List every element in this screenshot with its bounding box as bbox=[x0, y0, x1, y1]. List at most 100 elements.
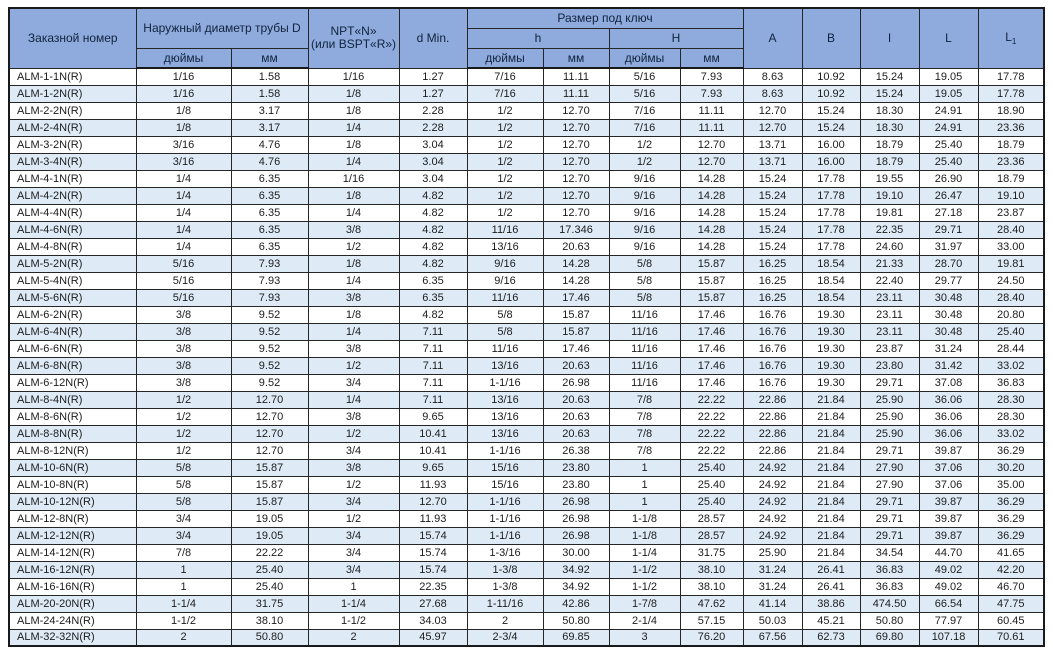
dimension-value-cell: 26.41 bbox=[801, 560, 861, 579]
dimension-value-cell: 29.71 bbox=[859, 441, 920, 460]
dimension-value-cell: 31.24 bbox=[742, 577, 803, 596]
dimension-value-cell: 4.82 bbox=[398, 254, 468, 273]
dimension-value-cell: 1/4 bbox=[307, 152, 400, 171]
dimension-value-cell: 1/2 bbox=[466, 203, 544, 222]
dimension-value-cell: 12.70 bbox=[542, 101, 610, 120]
table-row: ALM-3-4N(R) 3/16 4.76 1/4 3.04 1/2 12.70 1/2 12.… bbox=[8, 152, 1045, 171]
dimension-value-cell: 12.70 bbox=[542, 169, 610, 188]
dimension-value-cell: 1/16 bbox=[135, 84, 232, 103]
dimension-value-cell: 16.25 bbox=[742, 254, 803, 273]
header-col-l: L bbox=[918, 7, 979, 69]
dimension-value-cell: 13/16 bbox=[466, 424, 544, 443]
dimension-value-cell: 1 bbox=[608, 475, 681, 494]
order-number-cell: ALM-3-4N(R) bbox=[8, 152, 137, 171]
dimension-value-cell: 7/8 bbox=[608, 441, 681, 460]
dimension-value-cell: 22.22 bbox=[230, 543, 309, 562]
dimension-value-cell: 26.90 bbox=[918, 169, 979, 188]
dimension-value-cell: 1/4 bbox=[307, 390, 400, 409]
dimension-value-cell: 77.97 bbox=[918, 611, 979, 630]
dimension-value-cell: 19.30 bbox=[801, 373, 861, 392]
dimension-value-cell: 5/16 bbox=[608, 67, 681, 86]
dimension-value-cell: 8.63 bbox=[742, 84, 803, 103]
dimension-value-cell: 15.87 bbox=[542, 322, 610, 341]
dimension-value-cell: 19.30 bbox=[801, 305, 861, 324]
dimension-value-cell: 9/16 bbox=[466, 254, 544, 273]
dimension-value-cell: 38.10 bbox=[230, 611, 309, 630]
dimension-value-cell: 11.11 bbox=[679, 118, 744, 137]
dimension-value-cell: 31.97 bbox=[918, 237, 979, 256]
dimension-value-cell: 2.28 bbox=[398, 118, 468, 137]
dimension-value-cell: 9.52 bbox=[230, 356, 309, 375]
dimension-value-cell: 27.68 bbox=[398, 594, 468, 613]
table-row: ALM-8-8N(R) 1/2 12.70 1/2 10.41 13/16 20.63 7/8… bbox=[8, 424, 1045, 443]
table-row: ALM-20-20N(R) 1-1/4 31.75 1-1/4 27.68 1-11/16… bbox=[8, 594, 1045, 613]
dimension-value-cell: 4.82 bbox=[398, 305, 468, 324]
dimension-value-cell: 3.04 bbox=[398, 152, 468, 171]
dimension-value-cell: 36.06 bbox=[918, 424, 979, 443]
dimension-value-cell: 24.92 bbox=[742, 475, 803, 494]
dimension-value-cell: 6.35 bbox=[398, 271, 468, 290]
dimension-value-cell: 3.04 bbox=[398, 135, 468, 154]
dimension-value-cell: 18.54 bbox=[801, 254, 861, 273]
dimension-value-cell: 33.02 bbox=[977, 424, 1045, 443]
dimension-value-cell: 15.24 bbox=[859, 67, 920, 86]
dimension-value-cell: 44.70 bbox=[918, 543, 979, 562]
dimension-value-cell: 22.22 bbox=[679, 424, 744, 443]
header-order-number: Заказной номер bbox=[8, 7, 137, 69]
dimension-value-cell: 1-1/2 bbox=[307, 611, 400, 630]
dimension-value-cell: 6.35 bbox=[398, 288, 468, 307]
dimension-value-cell: 7.11 bbox=[398, 390, 468, 409]
dimension-value-cell: 30.00 bbox=[542, 543, 610, 562]
dimension-value-cell: 5/8 bbox=[608, 254, 681, 273]
dimension-value-cell: 1/8 bbox=[307, 135, 400, 154]
dimension-value-cell: 1/16 bbox=[135, 67, 232, 86]
dimension-value-cell: 17.78 bbox=[801, 169, 861, 188]
dimension-value-cell: 1/2 bbox=[307, 424, 400, 443]
dimension-value-cell: 36.29 bbox=[977, 526, 1045, 545]
dimension-value-cell: 3.17 bbox=[230, 118, 309, 137]
table-header: Заказной номер Наружный диаметр трубы D … bbox=[8, 7, 1045, 69]
dimension-value-cell: 29.71 bbox=[859, 526, 920, 545]
dimension-value-cell: 15.87 bbox=[679, 254, 744, 273]
dimension-value-cell: 1.58 bbox=[230, 84, 309, 103]
dimension-value-cell: 3/8 bbox=[307, 458, 400, 477]
dimension-value-cell: 21.84 bbox=[801, 441, 861, 460]
order-number-cell: ALM-1-2N(R) bbox=[8, 84, 137, 103]
dimension-value-cell: 23.80 bbox=[542, 475, 610, 494]
dimension-value-cell: 38.10 bbox=[679, 577, 744, 596]
dimension-value-cell: 1-7/8 bbox=[608, 594, 681, 613]
dimension-value-cell: 31.75 bbox=[230, 594, 309, 613]
header-h-upper: H bbox=[608, 27, 744, 49]
header-npt-line1: NPT«N» bbox=[330, 24, 377, 39]
dimension-value-cell: 1/4 bbox=[135, 186, 232, 205]
order-number-cell: ALM-10-12N(R) bbox=[8, 492, 137, 511]
dimension-value-cell: 1-1/16 bbox=[466, 526, 544, 545]
dimension-value-cell: 6.35 bbox=[230, 220, 309, 239]
dimension-value-cell: 27.18 bbox=[918, 203, 979, 222]
table-row: ALM-6-4N(R) 3/8 9.52 1/4 7.11 5/8 15.87 11/16 17… bbox=[8, 322, 1045, 341]
table-row: ALM-8-4N(R) 1/2 12.70 1/4 7.11 13/16 20.63 7/8 2… bbox=[8, 390, 1045, 409]
dimension-value-cell: 24.92 bbox=[742, 526, 803, 545]
dimension-value-cell: 14.28 bbox=[679, 186, 744, 205]
dimension-value-cell: 46.70 bbox=[977, 577, 1045, 596]
order-number-cell: ALM-6-4N(R) bbox=[8, 322, 137, 341]
table-row: ALM-4-8N(R) 1/4 6.35 1/2 4.82 13/16 20.63 9/16 1… bbox=[8, 237, 1045, 256]
dimension-value-cell: 17.46 bbox=[679, 373, 744, 392]
dimension-value-cell: 7/8 bbox=[608, 390, 681, 409]
dimension-value-cell: 3/16 bbox=[135, 152, 232, 171]
dimension-value-cell: 5/16 bbox=[135, 288, 232, 307]
header-h-lower: h bbox=[466, 27, 610, 49]
dimension-value-cell: 14.28 bbox=[679, 169, 744, 188]
dimension-value-cell: 70.61 bbox=[977, 628, 1045, 647]
dimension-value-cell: 7.11 bbox=[398, 373, 468, 392]
dimension-value-cell: 22.35 bbox=[398, 577, 468, 596]
dimension-value-cell: 26.47 bbox=[918, 186, 979, 205]
dimension-value-cell: 50.80 bbox=[542, 611, 610, 630]
dimension-value-cell: 39.87 bbox=[918, 492, 979, 511]
dimension-value-cell: 24.92 bbox=[742, 509, 803, 528]
dimension-value-cell: 3/8 bbox=[307, 339, 400, 358]
dimension-value-cell: 50.03 bbox=[742, 611, 803, 630]
dimension-value-cell: 1/2 bbox=[135, 441, 232, 460]
dimension-value-cell: 36.29 bbox=[977, 509, 1045, 528]
dimension-value-cell: 38.86 bbox=[801, 594, 861, 613]
